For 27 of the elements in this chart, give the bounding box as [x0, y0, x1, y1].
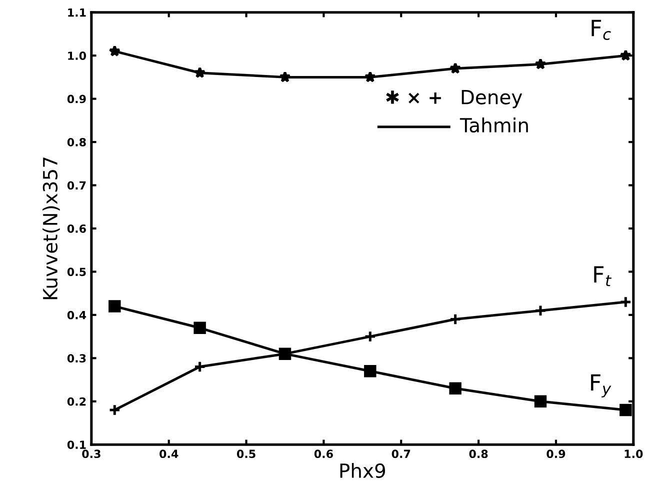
y-tick-label: 0.7: [67, 181, 86, 190]
y-axis-title: Kuvvet(N)x357: [42, 158, 60, 300]
y-tick-label: 0.6: [67, 224, 86, 233]
x-tick-label: 0.4: [160, 450, 178, 458]
y-tick-label: 1.0: [68, 52, 86, 60]
annotation: Tahmin: [460, 117, 528, 133]
x-tick-label: 0.7: [392, 450, 410, 458]
y-tick-label: 0.9: [67, 94, 86, 104]
annotation: Deney: [462, 90, 522, 108]
x-tick-label: 0.9: [546, 450, 566, 458]
y-tick-label: 1.1: [68, 8, 86, 17]
y-tick-label: 0.1: [67, 440, 86, 449]
x-tick-label: 0.8: [469, 450, 488, 458]
x-tick-label: 1.0: [624, 450, 643, 458]
y-tick-label: 0.8: [67, 138, 86, 146]
legend-label: F$_{c}$: [592, 20, 611, 40]
y-tick-label: 0.5: [67, 268, 86, 276]
y-tick-label: 0.3: [67, 354, 86, 363]
x-tick-label: 0.6: [314, 450, 333, 458]
x-tick-label: 0.5: [236, 450, 256, 458]
y-tick-label: 0.2: [67, 397, 86, 406]
legend-label: F$_{y}$: [591, 374, 612, 398]
y-tick-label: 0.4: [67, 310, 86, 320]
legend-label: F$_{t}$: [594, 266, 612, 286]
annotation: ✱ × +: [386, 90, 441, 104]
x-tick-label: 0.3: [82, 450, 100, 458]
x-axis-title: Phx9: [340, 462, 386, 478]
